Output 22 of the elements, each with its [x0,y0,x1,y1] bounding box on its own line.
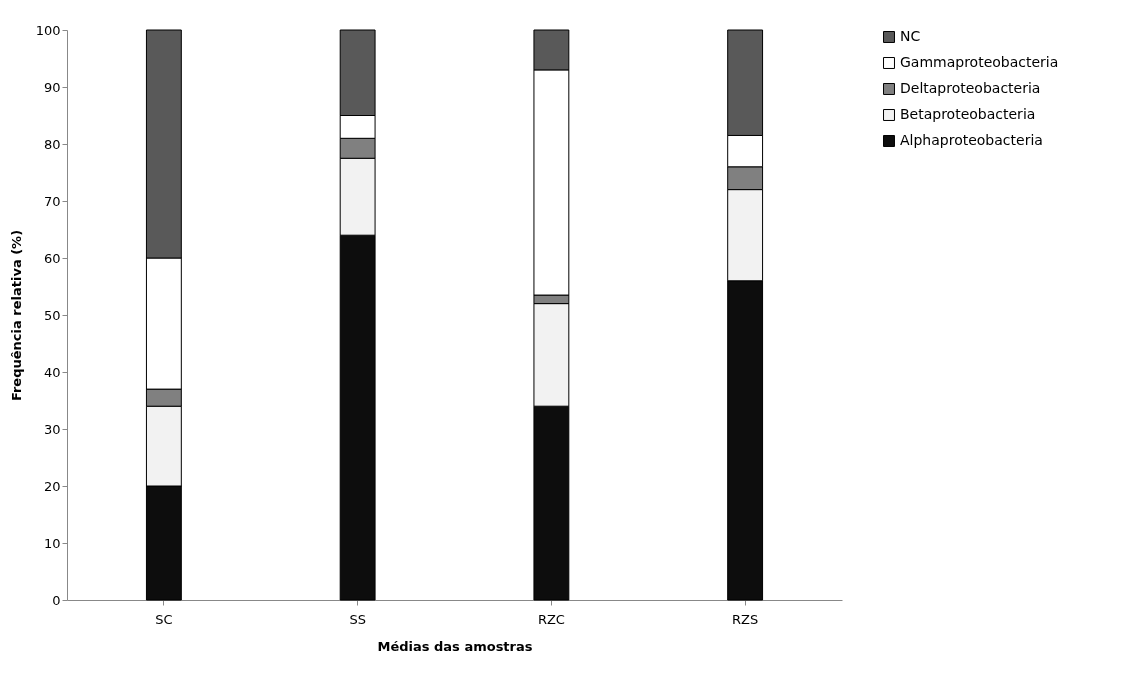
legend-label: Alphaproteobacteria [900,132,1043,148]
x-tick-label: SS [349,611,366,627]
legend-label: NC [900,28,921,44]
y-tick-label: 40 [43,364,61,380]
legend-label: Betaproteobacteria [900,106,1036,122]
y-tick-label: 90 [43,79,61,95]
y-tick-label: 20 [43,478,61,494]
y-tick-label: 10 [43,535,61,551]
x-tick-label: SC [155,611,173,627]
y-tick-label: 80 [43,136,61,152]
y-tick-label: 50 [43,307,61,323]
x-axis-title: Médias das amostras [377,638,533,654]
x-tick-label: RZS [732,611,759,627]
legend-label: Gammaproteobacteria [900,54,1059,70]
x-tick-label: RZC [537,611,565,627]
y-tick-label: 100 [35,22,61,38]
y-tick-label: 60 [43,250,61,266]
y-axis-title: Frequência relativa (%) [8,229,24,402]
y-tick-label: 70 [43,193,61,209]
legend-label: Deltaproteobacteria [900,80,1041,96]
y-tick-label: 0 [52,592,61,608]
y-tick-label: 30 [43,421,61,437]
